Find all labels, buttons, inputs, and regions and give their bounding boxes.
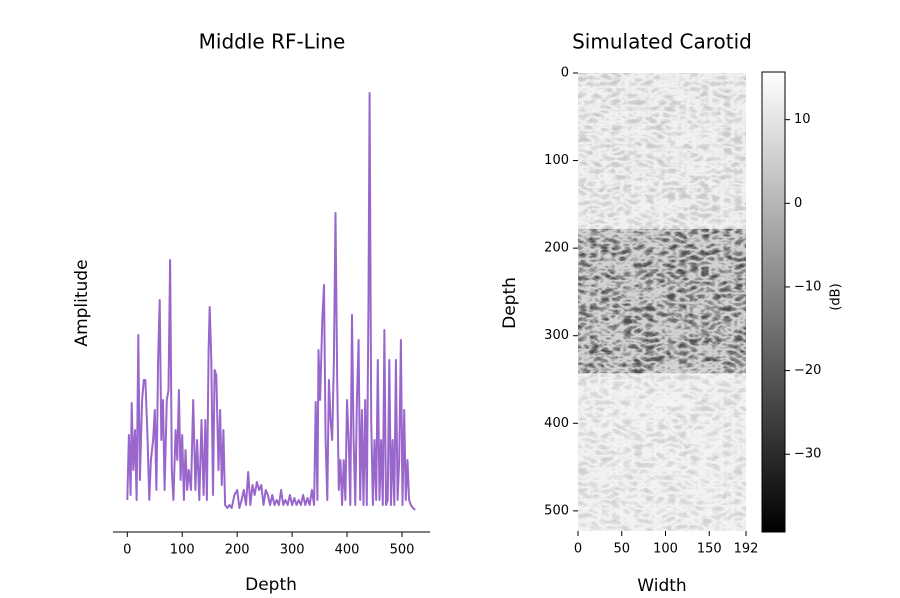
y-tick-label: 300: [544, 328, 569, 343]
colorbar-label: (dB): [829, 283, 844, 310]
x-tick-label: 400: [335, 543, 360, 558]
y-tick-label: 400: [544, 416, 569, 431]
y-axis-label: Depth: [500, 277, 520, 329]
colorbar-tick-label: 10: [794, 112, 811, 127]
x-tick-label: 300: [280, 543, 305, 558]
colorbar-tick-label: −20: [794, 363, 821, 378]
colorbar-tick-label: −10: [794, 279, 821, 294]
rf-line: [126, 92, 416, 511]
x-tick-label: 500: [390, 543, 415, 558]
y-tick-label: 500: [544, 503, 569, 518]
chart-title: Simulated Carotid: [572, 30, 752, 54]
x-axis-label: Depth: [245, 575, 297, 595]
colorbar-tick-label: 0: [794, 196, 802, 211]
x-tick-label: 100: [170, 543, 195, 558]
x-tick-label: 200: [225, 543, 250, 558]
y-tick-label: 100: [544, 153, 569, 168]
y-tick-label: 0: [561, 66, 569, 81]
colorbar-tick-label: −30: [794, 447, 821, 462]
y-tick-label: 200: [544, 241, 569, 256]
x-tick-label: 0: [123, 543, 131, 558]
x-tick-label: 0: [574, 542, 582, 557]
x-tick-label: 50: [613, 542, 630, 557]
colorbar: [761, 71, 786, 533]
x-tick-label: 192: [734, 542, 759, 557]
x-axis-label: Width: [637, 576, 686, 596]
x-tick-label: 150: [697, 542, 722, 557]
y-axis-label: Amplitude: [72, 259, 92, 346]
x-tick-label: 100: [653, 542, 678, 557]
speckle-texture: [578, 73, 746, 531]
chart-title: Middle RF-Line: [199, 30, 346, 54]
